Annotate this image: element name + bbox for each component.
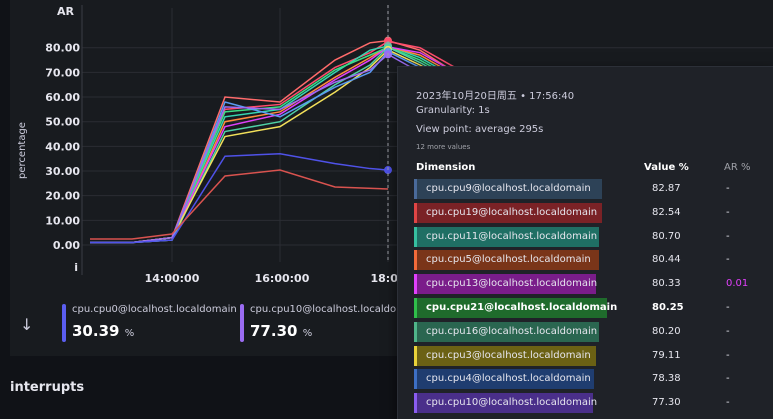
tooltip-row: cpu.cpu4@localhost.localdomain 78.38 - bbox=[414, 369, 769, 390]
tooltip-ar-value: - bbox=[726, 397, 730, 409]
tooltip-ar-value: - bbox=[726, 302, 730, 313]
tooltip-value: 77.30 bbox=[652, 397, 681, 409]
tooltip-dimension-chip: cpu.cpu19@localhost.localdomain bbox=[414, 202, 602, 223]
tooltip-ar-value: - bbox=[726, 254, 730, 266]
tooltip-row: cpu.cpu9@localhost.localdomain 82.87 - bbox=[414, 179, 769, 199]
x-tick-label: 14:00:00 bbox=[145, 272, 200, 285]
tooltip-row: cpu.cpu5@localhost.localdomain 80.44 - bbox=[414, 250, 769, 271]
stat-unit: % bbox=[124, 328, 135, 339]
line-chart[interactable]: 80.00 70.00 60.00 50.00 40.00 30.00 20.00 10.00… bbox=[0, 0, 773, 300]
tooltip-view-point: View point: average 295s bbox=[416, 124, 544, 135]
stat-value: 30.39 % bbox=[72, 322, 134, 340]
tooltip-value: 82.54 bbox=[652, 206, 681, 218]
tooltip-dimension-chip: cpu.cpu3@localhost.localdomain bbox=[414, 345, 596, 366]
tooltip-row: cpu.cpu13@localhost.localdomain 80.33 0.01 bbox=[414, 274, 769, 295]
tooltip-ar-value: - bbox=[726, 325, 730, 337]
tooltip-dimension-chip: cpu.cpu16@localhost.localdomain bbox=[414, 321, 599, 342]
y-tick-label: 0.00 bbox=[53, 239, 80, 252]
tooltip-row: cpu.cpu21@localhost.localdomain 80.25 - bbox=[414, 298, 769, 318]
tooltip-ar-value: - bbox=[726, 349, 730, 361]
stat-name: cpu.cpu10@localhost.localdo bbox=[250, 304, 397, 315]
tooltip-value: 80.70 bbox=[652, 230, 681, 242]
stat-card-cpu10[interactable]: cpu.cpu10@localhost.localdo 77.30 % bbox=[240, 302, 400, 344]
y-tick-label: 10.00 bbox=[45, 214, 80, 227]
y-tick-label: 70.00 bbox=[45, 66, 80, 79]
stat-number: 77.30 bbox=[250, 322, 298, 340]
tooltip-dimension-chip: cpu.cpu10@localhost.localdomain bbox=[414, 393, 597, 414]
tooltip-ar-value: - bbox=[726, 206, 730, 218]
stat-number: 30.39 bbox=[72, 322, 120, 340]
y-tick-label: 40.00 bbox=[45, 140, 80, 153]
arrow-down-icon[interactable]: ↓ bbox=[20, 315, 34, 334]
stat-name: cpu.cpu0@localhost.localdomain bbox=[72, 304, 237, 315]
tooltip-row: cpu.cpu11@localhost.localdomain 80.70 - bbox=[414, 226, 769, 247]
tooltip-ar-value: - bbox=[726, 230, 730, 242]
section-title-interrupts: interrupts bbox=[10, 380, 85, 395]
tooltip-dimension-chip: cpu.cpu9@localhost.localdomain bbox=[414, 179, 602, 199]
y-tick-label: 50.00 bbox=[45, 116, 80, 129]
tooltip-date: 2023年10月20日周五 • 17:56:40 bbox=[416, 91, 575, 102]
stat-value: 77.30 % bbox=[250, 322, 312, 340]
stat-color-bar bbox=[62, 304, 66, 342]
y-tick-label: 60.00 bbox=[45, 91, 80, 104]
tooltip-more-values: 12 more values bbox=[416, 143, 471, 151]
tooltip-dimension-chip: cpu.cpu4@localhost.localdomain bbox=[414, 369, 594, 390]
tooltip-value: 80.44 bbox=[652, 254, 681, 266]
series-line bbox=[90, 153, 389, 244]
x-tick-label: 16:00:00 bbox=[255, 272, 310, 285]
series-line bbox=[90, 53, 456, 244]
tooltip-header-dimension: Dimension bbox=[416, 162, 476, 173]
tooltip-dimension-chip: cpu.cpu13@localhost.localdomain bbox=[414, 274, 597, 295]
tooltip-value: 82.87 bbox=[652, 183, 681, 194]
tooltip-header-ar: AR % bbox=[724, 162, 751, 173]
tooltip-row: cpu.cpu3@localhost.localdomain 79.11 - bbox=[414, 345, 769, 366]
series-line bbox=[90, 169, 389, 240]
stat-card-cpu0[interactable]: cpu.cpu0@localhost.localdomain 30.39 % bbox=[62, 302, 242, 344]
tooltip-value: 80.25 bbox=[652, 302, 684, 313]
tooltip-dimension-chip: cpu.cpu11@localhost.localdomain bbox=[414, 226, 599, 247]
tooltip-value: 80.20 bbox=[652, 325, 681, 337]
chart-tooltip: 2023年10月20日周五 • 17:56:40 Granularity: 1s… bbox=[397, 66, 773, 419]
y-tick-label: 30.00 bbox=[45, 165, 80, 178]
tooltip-ar-value: 0.01 bbox=[726, 278, 749, 290]
tooltip-value: 80.33 bbox=[652, 278, 681, 290]
axis-label: AR bbox=[57, 5, 75, 18]
tooltip-dimension-chip: cpu.cpu21@localhost.localdomain bbox=[414, 298, 617, 318]
tooltip-row: cpu.cpu16@localhost.localdomain 80.20 - bbox=[414, 321, 769, 342]
tooltip-value: 78.38 bbox=[652, 373, 681, 385]
tooltip-value: 79.11 bbox=[652, 349, 681, 361]
y-tick-label: 80.00 bbox=[45, 42, 80, 55]
stat-unit: % bbox=[302, 328, 313, 339]
series-point bbox=[384, 166, 392, 175]
tooltip-ar-value: - bbox=[726, 373, 730, 385]
tooltip-granularity: Granularity: 1s bbox=[416, 105, 490, 116]
tooltip-row: cpu.cpu19@localhost.localdomain 82.54 - bbox=[414, 202, 769, 223]
y-tick-label: 20.00 bbox=[45, 190, 80, 203]
axis-label: i bbox=[74, 261, 78, 274]
stat-color-bar bbox=[240, 304, 244, 342]
tooltip-row: cpu.cpu10@localhost.localdomain 77.30 - bbox=[414, 393, 769, 414]
tooltip-header-value: Value % bbox=[644, 162, 689, 173]
tooltip-ar-value: - bbox=[726, 183, 730, 194]
tooltip-dimension-chip: cpu.cpu5@localhost.localdomain bbox=[414, 250, 599, 271]
